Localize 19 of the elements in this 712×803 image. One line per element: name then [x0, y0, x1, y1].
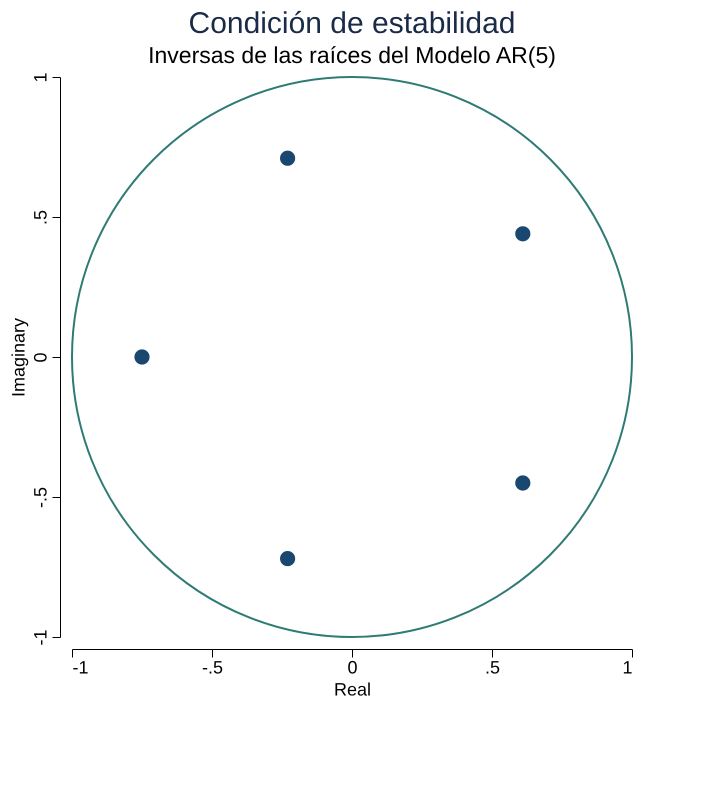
- point: [280, 150, 296, 166]
- chart-title: Condición de estabilidad: [188, 6, 516, 40]
- point: [134, 349, 150, 365]
- x-tick-label: -1: [72, 658, 89, 678]
- x-axis-title: Real: [334, 680, 372, 700]
- x-tick-label: -.5: [202, 658, 224, 678]
- point: [515, 475, 530, 491]
- x-tick-label: 0: [347, 658, 358, 678]
- y-tick-label: 0: [30, 352, 50, 363]
- y-tick-label: 1: [30, 72, 50, 83]
- x-tick-label: 1: [622, 658, 632, 678]
- point: [515, 226, 530, 242]
- y-tick-label: -1: [30, 629, 50, 646]
- y-tick-label: .5: [30, 210, 50, 226]
- y-tick-label: -.5: [30, 486, 50, 508]
- x-tick-label: .5: [484, 658, 500, 678]
- y-axis-title: Imaginary: [8, 318, 28, 398]
- chart-subtitle: Inversas de las raíces del Modelo AR(5): [148, 42, 556, 68]
- point: [280, 551, 296, 566]
